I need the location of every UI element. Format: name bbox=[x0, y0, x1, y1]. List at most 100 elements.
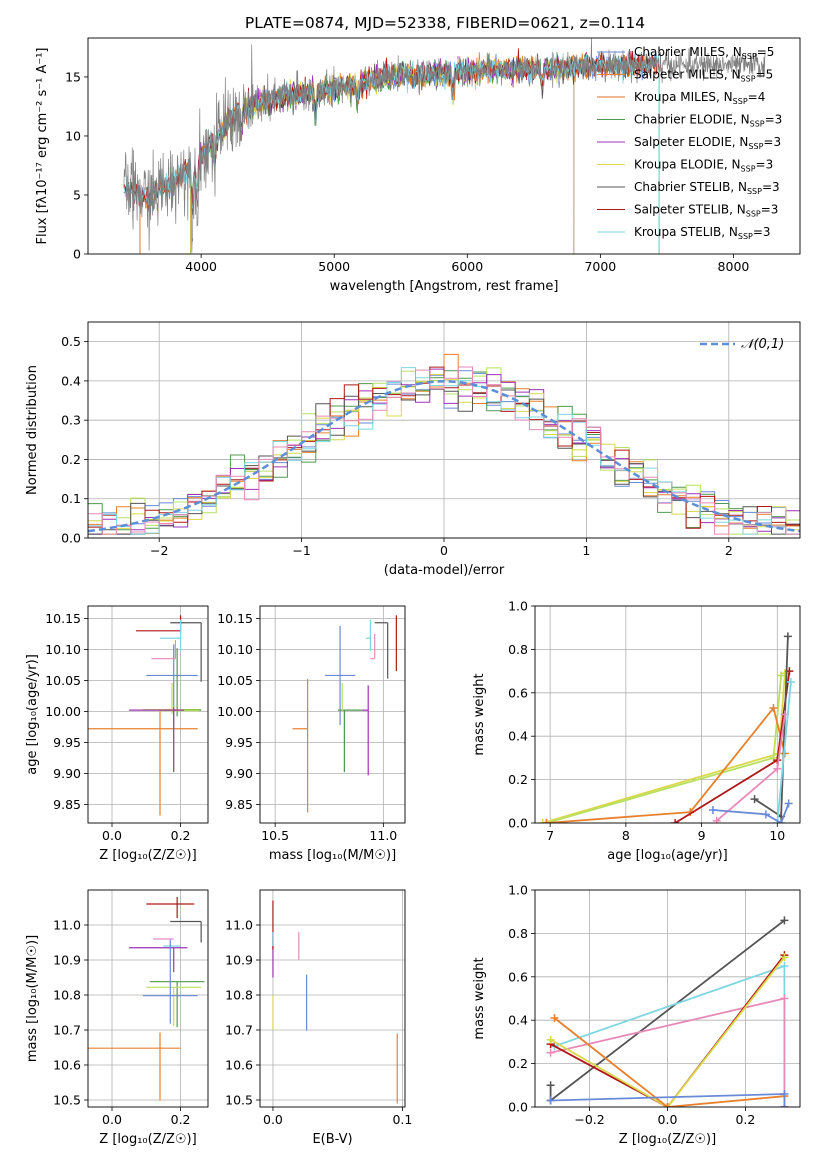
weight-line bbox=[674, 670, 791, 823]
axes-frame bbox=[259, 889, 406, 1108]
residual-histogram-pink bbox=[88, 366, 800, 535]
errorbar-point bbox=[88, 710, 198, 816]
errorbar-point bbox=[292, 679, 309, 813]
plot-area bbox=[538, 632, 795, 823]
y-tick-label: 0.4 bbox=[508, 1013, 528, 1028]
legend-label: Salpeter STELIB, NSSP=3 bbox=[634, 203, 778, 219]
y-tick-label: 0.8 bbox=[508, 642, 528, 657]
axes-frame bbox=[534, 605, 801, 824]
y-tick-label: 9.90 bbox=[53, 766, 81, 781]
y-tick-label: 0.1 bbox=[61, 491, 81, 506]
weight-marker bbox=[773, 764, 782, 773]
y-tick-label: 9.85 bbox=[53, 797, 81, 812]
x-tick-label: 5000 bbox=[318, 259, 350, 274]
axes-frame bbox=[87, 889, 209, 1108]
plot-area bbox=[292, 615, 397, 813]
axes-frame bbox=[87, 321, 801, 539]
y-tick-label: 1.0 bbox=[508, 883, 528, 898]
weight-marker bbox=[780, 1103, 789, 1107]
x-tick-label: 8000 bbox=[718, 259, 750, 274]
y-tick-label: 0.4 bbox=[508, 729, 528, 744]
errorbar-point bbox=[170, 622, 202, 682]
x-axis-label: mass [log₁₀(M/M☉)] bbox=[269, 848, 396, 863]
x-tick-label: 0.1 bbox=[392, 1112, 412, 1127]
y-axis-label: mass [log₁₀(M/M☉)] bbox=[25, 935, 40, 1062]
x-tick-label: −0.2 bbox=[574, 1112, 604, 1127]
y-tick-label: 10 bbox=[65, 128, 81, 143]
weight-marker bbox=[786, 677, 795, 686]
y-tick-label: 0.6 bbox=[508, 685, 528, 700]
y-tick-label: 10.7 bbox=[53, 1023, 81, 1038]
weight-line bbox=[554, 964, 786, 1107]
plot-area bbox=[546, 916, 789, 1107]
errorbar-point bbox=[129, 947, 188, 973]
x-tick-label: 4000 bbox=[185, 259, 217, 274]
plot-area bbox=[272, 900, 398, 1104]
y-tick-label: 0.0 bbox=[61, 531, 81, 546]
weight-marker bbox=[542, 819, 551, 823]
data-spectrum bbox=[123, 38, 766, 253]
y-axis-label: Flux [fλ10⁻¹⁷ erg cm⁻² s⁻¹ A⁻¹] bbox=[35, 48, 50, 245]
y-axis-label: Normed distribution bbox=[25, 365, 40, 495]
legend-label: Chabrier STELIB, NSSP=3 bbox=[634, 180, 780, 196]
model-spectrum-kroupa_elodie bbox=[190, 56, 575, 254]
legend: 𝒩(0,1) bbox=[700, 337, 784, 352]
errorbar-point bbox=[370, 633, 376, 660]
plot-area bbox=[123, 38, 766, 254]
weight-line bbox=[553, 1017, 785, 1107]
legend-label: Salpeter MILES, NSSP=5 bbox=[634, 68, 773, 84]
weight-marker bbox=[546, 1035, 555, 1044]
y-tick-label: 10.05 bbox=[45, 673, 81, 688]
y-tick-label: 10.05 bbox=[217, 673, 253, 688]
errorbar-point bbox=[151, 640, 177, 660]
x-tick-label: 1 bbox=[582, 543, 590, 558]
axes-frame bbox=[259, 605, 406, 824]
y-tick-label: 0.5 bbox=[61, 334, 81, 349]
legend-label: Kroupa STELIB, NSSP=3 bbox=[634, 225, 771, 241]
weight-marker bbox=[663, 1103, 672, 1107]
y-tick-label: 11.0 bbox=[53, 918, 81, 933]
x-tick-label: 0.0 bbox=[263, 1112, 283, 1127]
residual-histogram-salpeter_stelib bbox=[88, 366, 800, 535]
x-tick-label: 10.5 bbox=[261, 828, 289, 843]
weight-line bbox=[542, 673, 786, 823]
x-tick-label: 2 bbox=[725, 543, 733, 558]
errorbar-point bbox=[361, 685, 369, 776]
x-tick-label: 7 bbox=[546, 828, 554, 843]
weight-marker bbox=[712, 816, 721, 823]
legend-label: Salpeter ELODIE, NSSP=3 bbox=[634, 135, 781, 151]
y-tick-label: 10.5 bbox=[53, 1093, 81, 1108]
weight-marker bbox=[671, 819, 680, 823]
y-tick-label: 5 bbox=[73, 187, 81, 202]
y-tick-label: 0.2 bbox=[508, 1056, 528, 1071]
y-tick-label: 11.0 bbox=[225, 918, 253, 933]
x-tick-label: 0 bbox=[440, 543, 448, 558]
panel-spectrum: 4000 5000 6000 7000 8000 0 5 10 15 wavelength [An… bbox=[35, 37, 801, 294]
weight-marker bbox=[783, 632, 792, 641]
errorbar-point bbox=[158, 682, 200, 714]
legend-label: Chabrier ELODIE, NSSP=3 bbox=[634, 113, 782, 129]
errorbar-point bbox=[324, 625, 356, 726]
x-axis-label: Z [log₁₀(Z/Z☉)] bbox=[99, 848, 196, 863]
y-axis-label: age [log₁₀(age/yr)] bbox=[25, 654, 40, 775]
errorbar-point bbox=[88, 1032, 181, 1101]
x-tick-label: 0.2 bbox=[171, 828, 191, 843]
y-tick-label: 0 bbox=[73, 247, 81, 262]
y-tick-label: 9.95 bbox=[53, 735, 81, 750]
weight-marker bbox=[780, 1089, 789, 1098]
y-tick-label: 9.95 bbox=[225, 735, 253, 750]
panel-weight_vs_age: 7 8 9 10 0.0 0.2 0.4 0.6 0.8 1.0 age [log₁₀(age/yr… bbox=[472, 599, 801, 863]
weight-marker bbox=[708, 805, 717, 814]
weight-line bbox=[550, 954, 786, 1107]
y-tick-label: 10.6 bbox=[53, 1058, 81, 1073]
x-tick-label: 7000 bbox=[584, 259, 616, 274]
errorbar-point bbox=[366, 619, 371, 651]
y-tick-label: 15 bbox=[65, 69, 81, 84]
x-axis-label: Z [log₁₀(Z/Z☉)] bbox=[619, 1132, 716, 1147]
x-tick-label: 0.0 bbox=[102, 1112, 122, 1127]
y-tick-label: 0.2 bbox=[61, 452, 81, 467]
errorbar-point bbox=[160, 619, 182, 651]
weight-line bbox=[546, 675, 782, 823]
y-tick-label: 10.00 bbox=[45, 704, 81, 719]
weight-line bbox=[712, 803, 790, 823]
